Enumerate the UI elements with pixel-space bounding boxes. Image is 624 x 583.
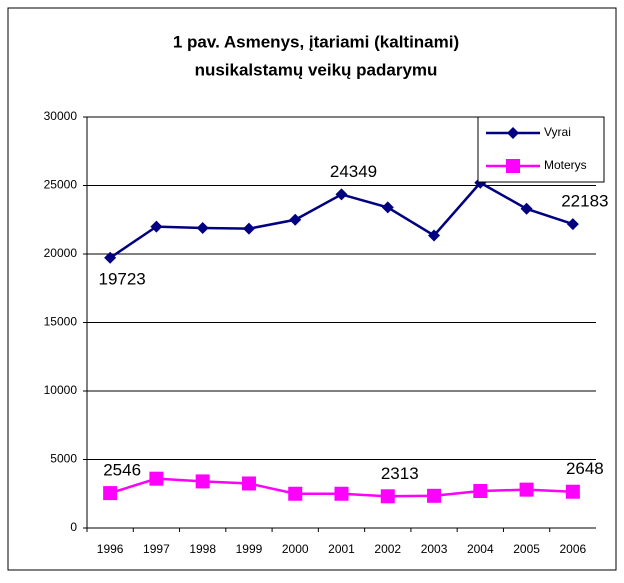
data-label: 2313 [381,464,419,483]
marker [473,484,488,499]
y-tick-label: 5000 [50,452,77,466]
y-tick-label: 20000 [44,246,78,260]
marker [520,202,533,215]
y-tick-label: 0 [70,520,77,534]
x-tick-label: 2000 [282,542,309,556]
marker [427,488,442,503]
chart-title: nusikalstamų veikų padarymu [195,60,438,79]
marker [566,218,579,231]
marker [104,251,117,264]
marker [103,486,118,501]
marker [506,159,520,173]
x-tick-label: 1996 [97,542,124,556]
data-label: 22183 [561,192,608,211]
x-tick-label: 2005 [513,542,540,556]
marker [289,213,302,226]
x-tick-label: 2002 [374,542,401,556]
x-tick-label: 2001 [328,542,355,556]
marker [241,476,256,491]
marker [380,489,395,504]
legend-label: Vyrai [544,125,571,139]
x-tick-label: 1997 [143,542,170,556]
x-tick-label: 2003 [421,542,448,556]
marker [334,486,349,501]
data-label: 2648 [566,459,604,478]
y-tick-label: 15000 [44,315,78,329]
y-tick-label: 30000 [44,109,78,123]
x-tick-label: 2006 [560,542,587,556]
marker [196,221,209,234]
x-tick-label: 1999 [236,542,263,556]
data-label: 2546 [103,461,141,480]
marker [150,220,163,233]
marker [519,482,534,497]
marker [428,229,441,242]
y-tick-label: 10000 [44,383,78,397]
y-tick-label: 25000 [44,178,78,192]
chart-border [7,7,617,571]
marker [149,471,164,486]
x-tick-label: 2004 [467,542,494,556]
data-label: 19723 [98,269,145,288]
marker [381,201,394,214]
marker [507,127,519,139]
chart-title: 1 pav. Asmenys, įtariami (kaltinami) [173,32,459,51]
legend [477,116,605,183]
data-label: 24349 [330,162,377,181]
marker [195,474,210,489]
marker [288,486,303,501]
marker [565,484,580,499]
legend-label: Moterys [544,158,587,172]
x-tick-label: 1998 [189,542,216,556]
marker [335,188,348,201]
marker [242,222,255,235]
